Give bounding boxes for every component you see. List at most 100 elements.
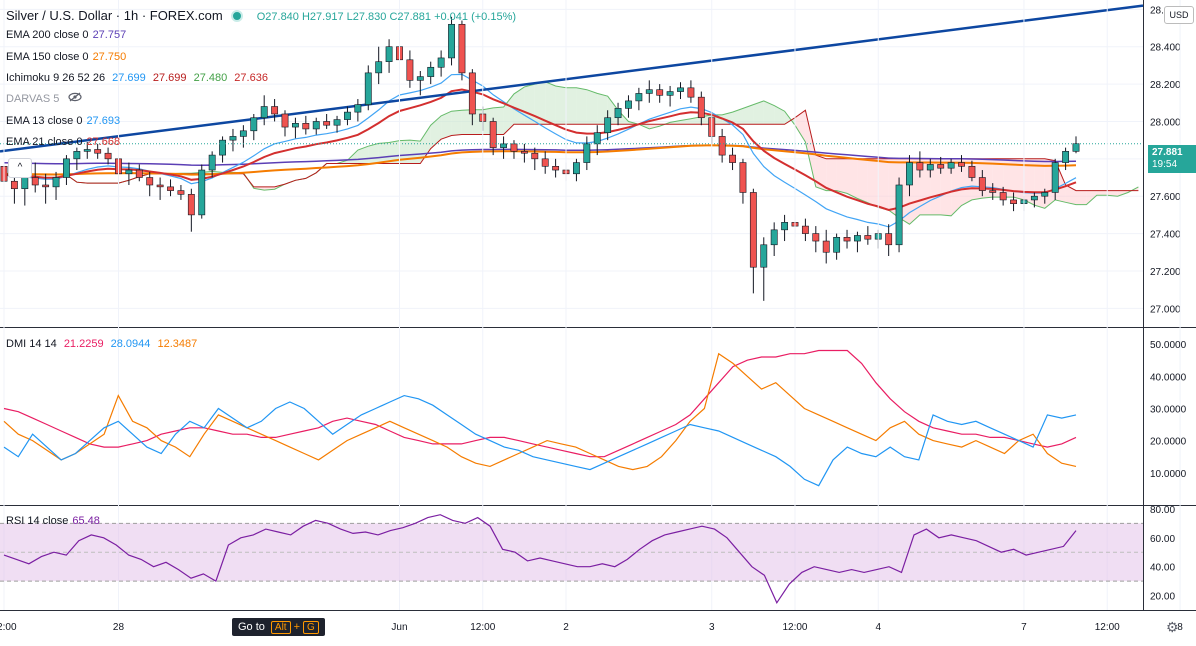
- candle-body: [584, 144, 590, 163]
- candle-body: [105, 153, 111, 159]
- legend-ichimoku-v3: 27.480: [194, 72, 228, 84]
- price-axis-tick-label: 27.200: [1150, 267, 1181, 278]
- legend-ichimoku[interactable]: Ichimoku 9 26 52 26 27.699 27.699 27.480…: [6, 71, 268, 85]
- candle-body: [167, 187, 173, 191]
- legend-dmi-v1: 21.2259: [64, 338, 104, 350]
- candle-body: [542, 159, 548, 166]
- dmi-minus-di-line: [4, 354, 1076, 470]
- candle-body: [833, 237, 839, 252]
- candle-body: [521, 151, 527, 153]
- legend-ema13-value: 27.693: [86, 115, 120, 127]
- legend-ichimoku-label: Ichimoku 9 26 52 26: [6, 72, 105, 84]
- plus-sign: +: [294, 621, 300, 633]
- candle-body: [771, 230, 777, 245]
- dmi-axis-tick-label: 20.0000: [1150, 437, 1187, 448]
- time-axis-tick-label: 12:00: [0, 622, 17, 633]
- candle-body: [781, 222, 787, 229]
- candle-body: [261, 107, 267, 118]
- candle-body: [271, 107, 277, 114]
- candle-body: [1052, 163, 1058, 193]
- candle-body: [896, 185, 902, 245]
- ohlc-values: O27.840 H27.917 L27.830 C27.881 +0.041 (…: [257, 11, 516, 23]
- dmi-axis-tick-label: 40.0000: [1150, 372, 1187, 383]
- rsi-axis-tick-label: 40.00: [1150, 563, 1175, 574]
- candle-body: [22, 178, 28, 189]
- kumo-cloud-segment: [566, 88, 576, 124]
- candle-body: [438, 58, 444, 67]
- candle-body: [209, 155, 215, 170]
- candle-body: [355, 105, 361, 112]
- dmi-axis-tick-label: 30.0000: [1150, 404, 1187, 415]
- legend-rsi-value: 65.48: [72, 515, 100, 527]
- candle-body: [1062, 151, 1068, 162]
- last-price-value: 27.881: [1152, 147, 1196, 159]
- legend-ema200-label: EMA 200 close 0: [6, 29, 89, 41]
- legend-ichimoku-v2: 27.699: [153, 72, 187, 84]
- candle-body: [407, 60, 413, 81]
- candle-body: [605, 118, 611, 133]
- settings-gear-icon[interactable]: ⚙: [1166, 620, 1180, 634]
- candle-body: [219, 140, 225, 155]
- candle-body: [303, 123, 309, 129]
- candle-body: [750, 192, 756, 267]
- candle-body: [178, 191, 184, 195]
- legend-dmi-v3: 12.3487: [157, 338, 197, 350]
- go-to-label: Go to: [238, 621, 265, 633]
- candle-body: [313, 121, 319, 128]
- dmi-axis-tick-label: 50.0000: [1150, 340, 1187, 351]
- chevron-up-icon: ^: [18, 162, 23, 173]
- price-axis-tick-label: 27.600: [1150, 192, 1181, 203]
- time-axis-tick-label: 2: [563, 622, 569, 633]
- candle-body: [719, 136, 725, 155]
- g-key: G: [303, 621, 319, 634]
- price-axis-tick-label: 28.400: [1150, 43, 1181, 54]
- legend-ema150-value: 27.750: [93, 51, 127, 63]
- legend-darvas[interactable]: DARVAS 5: [6, 92, 82, 106]
- time-axis-tick-label: Jun: [391, 622, 407, 633]
- legend-ichimoku-v4: 27.636: [234, 72, 268, 84]
- candle-body: [11, 181, 17, 188]
- candle-body: [823, 241, 829, 252]
- time-axis-tick-label: 28: [113, 622, 125, 633]
- candle-body: [594, 133, 600, 144]
- candle-body: [469, 73, 475, 114]
- candle-body: [698, 97, 704, 118]
- currency-badge[interactable]: USD: [1164, 6, 1194, 24]
- kumo-cloud-segment: [587, 90, 597, 125]
- legend-darvas-label: DARVAS 5: [6, 93, 59, 105]
- kumo-cloud-segment: [847, 159, 857, 199]
- candle-body: [459, 24, 465, 73]
- legend-ema21-value: 27.668: [86, 136, 120, 148]
- candle-body: [813, 234, 819, 241]
- legend-dmi[interactable]: DMI 14 14 21.2259 28.0944 12.3487: [6, 337, 197, 351]
- kumo-cloud-segment: [857, 159, 867, 203]
- candle-body: [344, 112, 350, 119]
- eye-slash-icon[interactable]: [68, 93, 82, 105]
- bar-countdown: 19:54: [1152, 159, 1196, 171]
- kumo-cloud-segment: [556, 86, 566, 124]
- candle-body: [865, 235, 871, 239]
- candle-body: [802, 226, 808, 233]
- candle-body: [386, 47, 392, 62]
- candle-body: [657, 90, 663, 96]
- dmi-axis-tick-label: 10.0000: [1150, 469, 1187, 480]
- candle-body: [500, 144, 506, 148]
- symbol-title[interactable]: Silver / U.S. Dollar · 1h · FOREX.com: [6, 8, 223, 23]
- legend-dmi-label: DMI 14 14: [6, 338, 57, 350]
- rsi-axis-tick-label: 80.00: [1150, 505, 1175, 516]
- time-axis-tick-label: 7: [1021, 622, 1027, 633]
- kumo-cloud-segment: [576, 88, 586, 124]
- collapse-legend-button[interactable]: ^: [8, 158, 32, 178]
- candle-body: [927, 164, 933, 170]
- symbol-header: Silver / U.S. Dollar · 1h · FOREX.com O27…: [6, 8, 516, 23]
- kumo-cloud-segment: [878, 159, 888, 210]
- candle-body: [1073, 144, 1079, 152]
